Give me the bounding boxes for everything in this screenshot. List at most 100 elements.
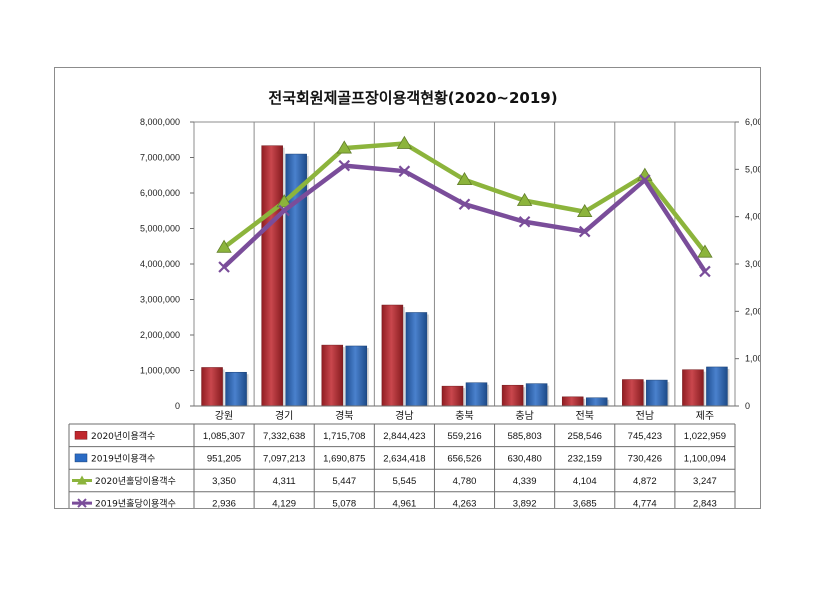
line-point-2020 bbox=[396, 135, 413, 149]
legend-label: 2019년이용객수 bbox=[91, 453, 155, 464]
data-label: 1,715,708 bbox=[323, 431, 365, 442]
legend-key-marker bbox=[77, 498, 87, 508]
axes-layer: 0 1,000,000 2,000,000 3,000,000 4,000,000 5,0… bbox=[140, 117, 760, 411]
y-left-tick-label: 6,000,000 bbox=[140, 188, 180, 198]
data-label: 4,104 bbox=[573, 476, 597, 487]
category-label: 제주 bbox=[696, 410, 714, 422]
marker-stroke bbox=[578, 225, 591, 238]
marker-stroke bbox=[338, 159, 351, 172]
y-right-tick-label: 4,000 bbox=[745, 212, 760, 222]
line-point-2020 bbox=[336, 140, 352, 154]
data-label: 4,263 bbox=[453, 499, 477, 508]
data-label: 2,844,423 bbox=[383, 431, 425, 442]
bar-2019 bbox=[585, 397, 608, 407]
bar-2020 bbox=[682, 369, 704, 407]
line-point-2019 bbox=[518, 216, 531, 228]
line-point-2019 bbox=[338, 159, 351, 172]
y-right-tick-label: 1,000 bbox=[745, 354, 760, 364]
data-label: 5,078 bbox=[332, 499, 356, 508]
data-label: 1,085,307 bbox=[203, 431, 245, 442]
line-point-2020 bbox=[577, 203, 593, 218]
y-right-tick-label: 2,000 bbox=[745, 306, 760, 316]
y-left-tick-label: 0 bbox=[175, 401, 180, 411]
lines-layer bbox=[216, 135, 713, 278]
line-point-2019 bbox=[699, 265, 711, 278]
bar-2019 bbox=[345, 345, 368, 407]
line-point-2019 bbox=[578, 225, 591, 238]
legend-key-marker bbox=[77, 475, 87, 485]
data-label: 3,685 bbox=[573, 499, 597, 508]
legend-label: 2020년이용객수 bbox=[91, 431, 155, 442]
category-label: 경기 bbox=[275, 409, 293, 422]
bar-2019 bbox=[405, 312, 428, 407]
data-label: 2,634,418 bbox=[383, 453, 425, 464]
data-label: 1,100,094 bbox=[684, 453, 726, 464]
data-label: 630,480 bbox=[507, 453, 541, 464]
data-label: 656,526 bbox=[447, 453, 481, 464]
y-left-tick-label: 5,000,000 bbox=[140, 224, 180, 234]
data-label: 4,129 bbox=[272, 499, 296, 508]
category-label: 충북 bbox=[455, 410, 473, 422]
bar-2020 bbox=[622, 379, 644, 407]
data-label: 5,447 bbox=[332, 476, 356, 487]
line-point-2019 bbox=[398, 165, 411, 177]
data-label: 585,803 bbox=[507, 431, 541, 442]
bar-2020 bbox=[321, 344, 344, 407]
y-left-tick-label: 1,000,000 bbox=[140, 366, 180, 376]
marker-stroke bbox=[458, 198, 471, 210]
y-right-tick-label: 3,000 bbox=[745, 259, 760, 269]
line-point-2020 bbox=[456, 171, 473, 186]
category-label: 전북 bbox=[576, 410, 594, 422]
line-point-2019 bbox=[639, 174, 651, 186]
y-right-tick-label: 6,000 bbox=[745, 117, 760, 127]
marker-stroke bbox=[699, 265, 711, 278]
data-label: 258,546 bbox=[568, 431, 602, 442]
category-label: 충남 bbox=[515, 410, 533, 422]
marker-stroke bbox=[639, 174, 651, 186]
line-point-2019 bbox=[458, 198, 471, 210]
data-label: 4,311 bbox=[273, 476, 296, 487]
bar-2020 bbox=[381, 304, 404, 407]
data-label: 5,545 bbox=[392, 476, 416, 487]
line-point-2019 bbox=[278, 204, 290, 217]
bar-2019 bbox=[225, 371, 247, 407]
data-table: 강원 경기 경북 경남 충북 충남 전북 전남 제주 2020년이용객수 1,085,307 7,33… bbox=[68, 409, 736, 508]
y-right-tick-label: 5,000 bbox=[745, 164, 760, 174]
chart-svg: 전국회원제골프장이용객현황(2020~2019) 0 1,000,000 2,000… bbox=[68, 89, 760, 508]
bar-2020 bbox=[441, 385, 464, 407]
legend-label: 2019년홀당이용객수 bbox=[95, 498, 176, 508]
y-left-tick-label: 4,000,000 bbox=[140, 259, 180, 269]
category-label: 경북 bbox=[335, 409, 353, 422]
category-label: 전남 bbox=[636, 410, 654, 422]
data-label: 7,097,213 bbox=[263, 453, 305, 464]
bar-2019 bbox=[646, 379, 668, 407]
data-label: 2,936 bbox=[212, 499, 236, 508]
bar-2019 bbox=[465, 382, 488, 407]
legend-key-bar bbox=[74, 431, 88, 440]
data-label: 730,426 bbox=[628, 453, 662, 464]
category-label: 경남 bbox=[395, 409, 413, 422]
data-label: 2,843 bbox=[693, 499, 717, 508]
marker-stroke bbox=[278, 204, 290, 217]
data-label: 4,339 bbox=[513, 476, 537, 487]
data-label: 559,216 bbox=[447, 431, 481, 442]
chart-frame: 전국회원제골프장이용객현황(2020~2019) 0 1,000,000 2,000… bbox=[54, 67, 761, 509]
y-left-tick-label: 7,000,000 bbox=[140, 153, 180, 163]
legend-label: 2020년홀당이용객수 bbox=[95, 475, 176, 487]
data-label: 232,159 bbox=[568, 453, 602, 464]
y-right-tick-label: 0 bbox=[745, 401, 750, 411]
bar-2019 bbox=[706, 366, 728, 407]
data-label: 3,892 bbox=[513, 499, 537, 508]
bar-2020 bbox=[261, 145, 283, 407]
data-label: 951,205 bbox=[207, 453, 241, 464]
line-point-2020 bbox=[697, 244, 713, 258]
y-left-tick-label: 8,000,000 bbox=[140, 117, 180, 127]
bar-2020 bbox=[561, 396, 584, 407]
data-label: 4,774 bbox=[633, 499, 657, 508]
data-label: 3,350 bbox=[212, 476, 236, 487]
data-label: 1,690,875 bbox=[323, 453, 365, 464]
bar-2019 bbox=[525, 383, 548, 407]
data-label: 3,247 bbox=[693, 476, 717, 487]
category-label: 강원 bbox=[215, 410, 233, 422]
chart-title: 전국회원제골프장이용객현황(2020~2019) bbox=[268, 89, 557, 107]
